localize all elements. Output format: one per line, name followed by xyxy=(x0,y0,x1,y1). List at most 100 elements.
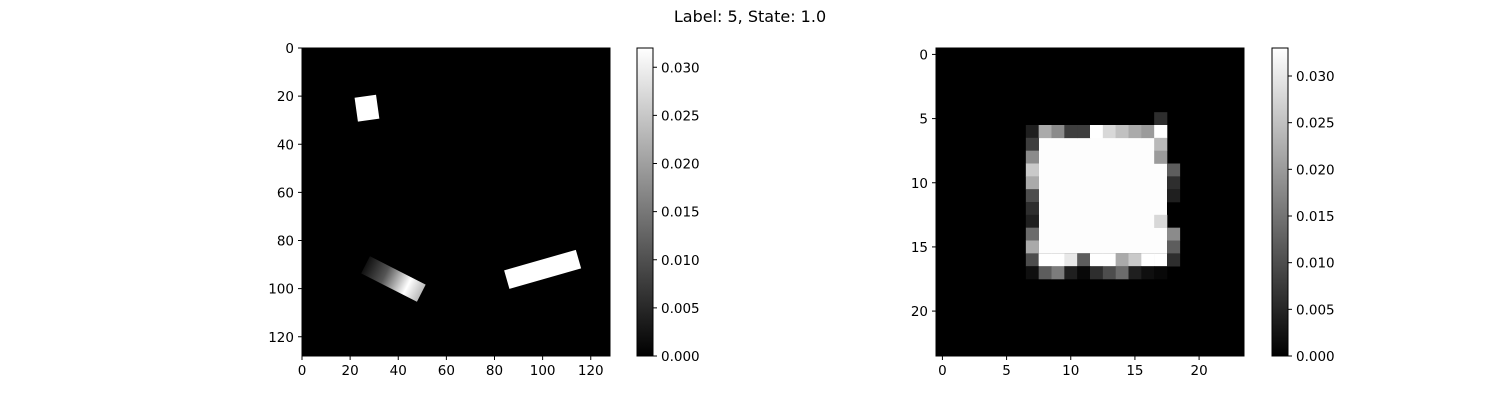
colorbar-tick-label: 0.020 xyxy=(1296,162,1335,178)
y-tick-label: 20 xyxy=(277,89,294,105)
heatmap-cell xyxy=(1025,163,1039,177)
heatmap-image xyxy=(1025,112,1181,280)
figure-title: Label: 5, State: 1.0 xyxy=(674,7,826,26)
shape-2 xyxy=(361,256,426,302)
heatmap-cell xyxy=(1141,253,1155,267)
x-tick-label: 20 xyxy=(342,363,359,379)
heatmap-cell xyxy=(1064,266,1078,280)
x-tick-label: 10 xyxy=(1062,363,1079,379)
heatmap-cell xyxy=(1077,266,1091,280)
colorbar-tick-label: 0.000 xyxy=(1296,349,1335,365)
colorbar-tick-label: 0.030 xyxy=(661,60,700,76)
colorbar xyxy=(636,47,654,357)
plots-layer: 0 20 40 60 80 100 1200204060801001200.0000.005… xyxy=(268,41,1334,379)
x-tick-label: 0 xyxy=(298,363,307,379)
heatmap-cell xyxy=(1025,176,1039,190)
x-tick-label: 120 xyxy=(578,363,604,379)
heatmap-cell xyxy=(1154,137,1168,151)
panel-1: 0 20 40 60 80 100 120 0 20 40 60 80 100 120 0.000 0.005… xyxy=(268,41,699,379)
heatmap-cell xyxy=(1154,125,1168,139)
heatmap-cell xyxy=(1090,253,1104,267)
heatmap-cell xyxy=(1051,125,1065,139)
shape-3 xyxy=(504,249,582,289)
colorbar-tick-label: 0.015 xyxy=(661,205,700,221)
heatmap-cell xyxy=(1051,266,1065,280)
y-tick-label: 0 xyxy=(285,41,294,57)
x-tick-label: 80 xyxy=(486,363,503,379)
heatmap-cell xyxy=(1038,253,1052,267)
y-tick-label: 120 xyxy=(268,330,294,346)
heatmap-cell xyxy=(1102,125,1116,139)
heatmap-background xyxy=(302,48,610,356)
colorbar-tick-label: 0.025 xyxy=(661,108,700,124)
heatmap-cell xyxy=(1051,253,1065,267)
colorbar-tick-label: 0.020 xyxy=(661,157,700,173)
heatmap-cell xyxy=(1038,125,1052,139)
heatmap-cell xyxy=(1154,266,1168,280)
y-tick-label: 80 xyxy=(277,234,294,250)
heatmap-cell xyxy=(1102,253,1116,267)
heatmap-cell xyxy=(1025,202,1039,216)
colorbar-tick-label: 0.005 xyxy=(1296,302,1335,318)
heatmap-cell xyxy=(1025,150,1039,164)
y-tick-label: 60 xyxy=(277,185,294,201)
heatmap-cell xyxy=(1141,125,1155,139)
heatmap-cell xyxy=(1167,189,1181,203)
colorbar-tick-label: 0.025 xyxy=(1296,116,1335,132)
colorbar-tick-label: 0.010 xyxy=(661,253,700,269)
colorbar-tick-label: 0.015 xyxy=(1296,209,1335,225)
heatmap-cell xyxy=(1167,240,1181,254)
x-tick-label: 40 xyxy=(390,363,407,379)
axes-frame xyxy=(935,47,1245,357)
x-tick-label: 0 xyxy=(938,363,947,379)
shape-1 xyxy=(354,94,380,122)
heatmap-cell xyxy=(1025,137,1039,151)
heatmap-cell xyxy=(1167,163,1181,177)
y-tick-label: 5 xyxy=(919,112,928,128)
heatmap-cell xyxy=(1167,227,1181,241)
y-tick-label: 100 xyxy=(268,282,294,298)
heatmap-cell xyxy=(1128,125,1142,139)
x-tick-label: 15 xyxy=(1126,363,1143,379)
x-tick-label: 100 xyxy=(530,363,556,379)
heatmap-cell xyxy=(1115,125,1129,139)
heatmap-cell xyxy=(1154,214,1168,228)
heatmap-cell xyxy=(1077,253,1091,267)
y-tick-label: 40 xyxy=(277,137,294,153)
heatmap-cell xyxy=(1090,125,1104,139)
y-tick-label: 0 xyxy=(919,47,928,63)
heatmap-cell xyxy=(1115,253,1129,267)
x-tick-label: 60 xyxy=(438,363,455,379)
panel-2: 0 5 10 15 20 0 5 10 15 20 0.000 0.005 0.010 0.015 0.02… xyxy=(911,47,1335,379)
colorbar-tick-label: 0.030 xyxy=(1296,69,1335,85)
heatmap-cell xyxy=(1025,227,1039,241)
heatmap-cell xyxy=(1038,266,1052,280)
heatmap-cell xyxy=(1025,266,1039,280)
heatmap-cell xyxy=(1064,125,1078,139)
heatmap-cell xyxy=(1154,112,1168,126)
axes-frame xyxy=(301,47,611,357)
y-tick-label: 20 xyxy=(911,304,928,320)
y-tick-label: 10 xyxy=(911,176,928,192)
heatmap-cell xyxy=(1167,253,1181,267)
x-tick-label: 20 xyxy=(1190,363,1207,379)
heatmap-cell xyxy=(1090,266,1104,280)
y-tick-label: 15 xyxy=(911,240,928,256)
heatmap-cell xyxy=(1025,240,1039,254)
colorbar-tick-label: 0.000 xyxy=(661,349,700,365)
heatmap-cell xyxy=(1154,150,1168,164)
heatmap-cell xyxy=(1025,189,1039,203)
x-tick-label: 5 xyxy=(1002,363,1011,379)
bright-block xyxy=(1038,137,1167,254)
heatmap-cell xyxy=(1025,125,1039,139)
heatmap-cell xyxy=(1115,266,1129,280)
colorbar-tick-label: 0.005 xyxy=(661,301,700,317)
heatmap-cell xyxy=(1128,253,1142,267)
heatmap-cell xyxy=(1154,253,1168,267)
heatmap-cell xyxy=(1064,253,1078,267)
heatmap-cell xyxy=(1025,253,1039,267)
heatmap-cell xyxy=(1102,266,1116,280)
heatmap-image xyxy=(354,94,582,302)
colorbar xyxy=(1271,47,1289,357)
heatmap-cell xyxy=(1167,176,1181,190)
